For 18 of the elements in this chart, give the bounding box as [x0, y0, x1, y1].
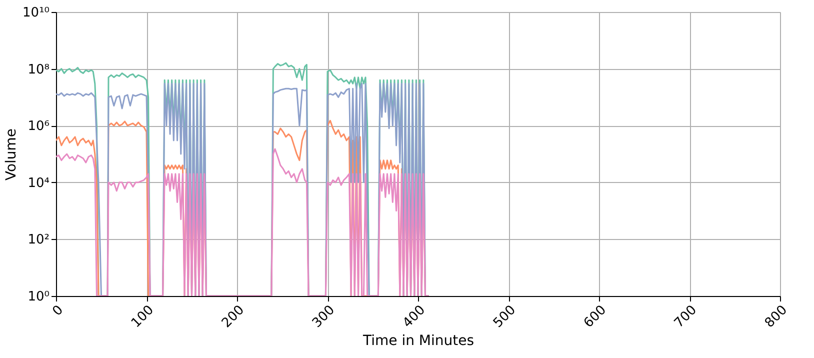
y-tick-label: 10⁸ [28, 62, 50, 78]
x-tick-label: 500 [490, 302, 519, 331]
x-tick-label: 600 [581, 302, 610, 331]
x-tick-label: 200 [219, 302, 248, 331]
y-tick-label: 10² [28, 232, 50, 248]
x-tick-label: 400 [400, 302, 428, 331]
x-tick-label: 700 [672, 302, 700, 331]
y-tick-label: 10⁰ [28, 290, 50, 304]
y-tick-label: 10⁶ [28, 119, 50, 134]
y-tick-label: 10⁴ [28, 176, 50, 191]
line-series [56, 148, 430, 296]
x-tick-label: 100 [128, 302, 157, 331]
y-axis-title: Volume [4, 128, 20, 181]
x-tick-label: 300 [310, 302, 338, 331]
x-tick-label: 800 [762, 302, 790, 331]
x-axis-title: Time in Minutes [362, 333, 474, 350]
y-tick-label: 10¹⁰ [22, 6, 50, 20]
x-tick-label: 0 [50, 302, 66, 320]
